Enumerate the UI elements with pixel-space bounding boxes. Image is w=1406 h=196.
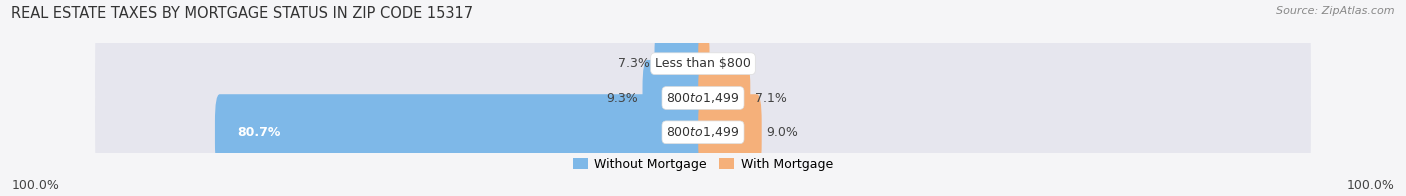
FancyBboxPatch shape (699, 26, 710, 102)
FancyBboxPatch shape (643, 60, 707, 136)
Text: 100.0%: 100.0% (1347, 179, 1395, 192)
Text: 9.0%: 9.0% (766, 126, 797, 139)
Text: Less than $800: Less than $800 (655, 57, 751, 70)
FancyBboxPatch shape (655, 26, 707, 102)
FancyBboxPatch shape (96, 2, 1310, 126)
Text: 80.7%: 80.7% (238, 126, 281, 139)
FancyBboxPatch shape (699, 94, 762, 170)
Text: Source: ZipAtlas.com: Source: ZipAtlas.com (1277, 6, 1395, 16)
Text: REAL ESTATE TAXES BY MORTGAGE STATUS IN ZIP CODE 15317: REAL ESTATE TAXES BY MORTGAGE STATUS IN … (11, 6, 474, 21)
Text: 7.1%: 7.1% (755, 92, 786, 104)
Legend: Without Mortgage, With Mortgage: Without Mortgage, With Mortgage (574, 158, 832, 171)
FancyBboxPatch shape (215, 94, 707, 170)
Text: 100.0%: 100.0% (11, 179, 59, 192)
FancyBboxPatch shape (96, 70, 1310, 194)
Text: $800 to $1,499: $800 to $1,499 (666, 125, 740, 139)
Text: 7.3%: 7.3% (619, 57, 651, 70)
Text: 0.29%: 0.29% (714, 57, 754, 70)
FancyBboxPatch shape (96, 36, 1310, 160)
Text: $800 to $1,499: $800 to $1,499 (666, 91, 740, 105)
Text: 9.3%: 9.3% (606, 92, 638, 104)
FancyBboxPatch shape (699, 60, 751, 136)
